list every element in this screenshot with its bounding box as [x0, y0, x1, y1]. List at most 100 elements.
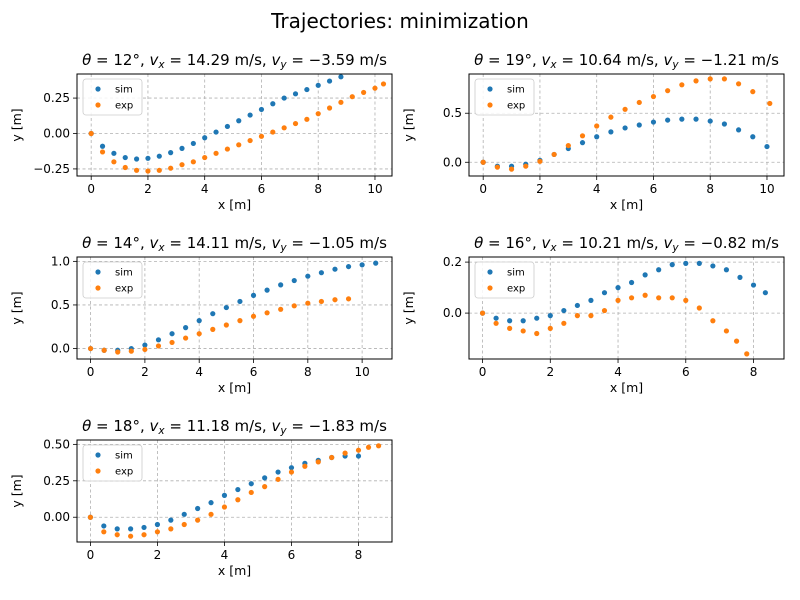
y-axis-label: y [m] — [401, 108, 416, 141]
point-sim-2 — [111, 150, 117, 156]
xtick-label-1: 2 — [141, 365, 149, 379]
point-sim-14 — [278, 282, 284, 288]
point-exp-13 — [656, 295, 662, 301]
point-exp-6 — [168, 526, 174, 532]
xtick-label-4: 8 — [314, 182, 322, 196]
point-sim-1 — [493, 315, 499, 321]
point-sim-8 — [179, 145, 185, 151]
point-exp-5 — [145, 168, 151, 174]
xtick-label-3: 6 — [250, 365, 258, 379]
ytick-label-1: 0.5 — [443, 106, 462, 120]
xtick-label-0: 0 — [479, 182, 487, 196]
xtick-label-0: 0 — [87, 365, 95, 379]
x-axis-label: x [m] — [218, 197, 251, 212]
point-exp-0 — [88, 130, 94, 137]
xtick-label-3: 6 — [288, 548, 296, 562]
point-sim-8 — [588, 297, 594, 303]
point-exp-8 — [588, 313, 594, 319]
point-sim-9 — [190, 140, 196, 147]
point-sim-20 — [359, 262, 365, 268]
point-exp-5 — [551, 151, 557, 158]
x-axis-label: x [m] — [610, 197, 643, 212]
point-exp-1 — [99, 149, 106, 155]
ytick-label-1: 0.25 — [43, 474, 70, 488]
point-sim-5 — [547, 313, 553, 319]
point-sim-20 — [764, 143, 770, 150]
xtick-label-1: 2 — [546, 365, 554, 379]
point-sim-10 — [202, 135, 208, 141]
point-exp-11 — [628, 295, 635, 301]
xtick-label-0: 0 — [479, 365, 487, 379]
legend: sim exp — [82, 261, 143, 299]
point-exp-2 — [111, 159, 117, 165]
point-exp-8 — [179, 162, 185, 168]
point-exp-3 — [520, 328, 526, 334]
legend: sim exp — [474, 261, 535, 299]
point-sim-14 — [275, 469, 281, 475]
point-exp-9 — [601, 307, 608, 314]
point-exp-0 — [479, 310, 486, 316]
point-exp-10 — [615, 297, 621, 303]
xtick-label-5: 10 — [759, 182, 774, 196]
point-exp-16 — [696, 305, 702, 311]
point-exp-7 — [574, 313, 580, 319]
point-exp-12 — [642, 292, 648, 298]
point-exp-18 — [329, 454, 335, 461]
point-exp-4 — [133, 167, 140, 173]
point-sim-20 — [750, 282, 757, 288]
point-exp-14 — [679, 82, 685, 88]
point-sim-12 — [250, 292, 257, 298]
legend-label-exp: exp — [115, 467, 133, 478]
point-sim-21 — [373, 260, 379, 266]
point-sim-7 — [181, 511, 187, 517]
point-exp-10 — [223, 322, 229, 328]
legend: sim exp — [82, 78, 143, 116]
xtick-label-4: 8 — [355, 548, 363, 562]
point-sim-17 — [721, 121, 728, 127]
point-exp-19 — [304, 116, 310, 122]
xtick-label-2: 4 — [593, 182, 601, 196]
ytick-label-0: 0.00 — [43, 510, 70, 524]
point-sim-13 — [656, 267, 662, 273]
legend-marker-sim — [95, 269, 101, 275]
point-exp-19 — [345, 296, 352, 302]
point-exp-18 — [723, 328, 730, 334]
axes-frame — [468, 256, 785, 360]
point-sim-10 — [615, 285, 621, 291]
axes-frame — [76, 439, 393, 543]
point-exp-12 — [248, 489, 254, 496]
x-axis-label: x [m] — [218, 563, 251, 578]
legend-marker-sim — [95, 452, 101, 458]
point-sim-20 — [315, 82, 321, 88]
point-exp-18 — [332, 297, 338, 303]
point-exp-12 — [250, 313, 257, 319]
legend-label-sim: sim — [115, 85, 133, 96]
point-sim-15 — [258, 106, 265, 113]
xtick-label-2: 4 — [614, 365, 622, 379]
point-sim-21 — [762, 290, 768, 296]
point-exp-14 — [669, 295, 675, 301]
point-sim-14 — [247, 112, 253, 118]
point-exp-11 — [636, 99, 642, 106]
point-sim-22 — [338, 74, 344, 80]
point-exp-16 — [270, 129, 276, 135]
point-sim-14 — [679, 116, 685, 122]
point-exp-15 — [258, 133, 265, 139]
point-exp-20 — [315, 111, 321, 117]
subplot-4: 0 2 4 6 8 0.0 0.2 x [m] y [m] θ = 16°, vx = 10.21… — [401, 234, 785, 395]
point-exp-1 — [101, 347, 107, 353]
point-exp-19 — [750, 89, 756, 95]
y-axis-label: y [m] — [9, 474, 24, 507]
legend-label-sim: sim — [115, 451, 133, 462]
point-exp-18 — [735, 81, 742, 87]
point-sim-20 — [355, 453, 362, 459]
xtick-label-2: 4 — [221, 548, 229, 562]
point-sim-14 — [669, 262, 675, 268]
axes-frame — [468, 73, 785, 177]
point-exp-16 — [302, 463, 308, 469]
point-sim-18 — [723, 267, 730, 273]
point-sim-6 — [169, 331, 175, 337]
point-sim-4 — [141, 524, 147, 531]
point-sim-11 — [237, 298, 243, 305]
legend: sim exp — [82, 444, 143, 482]
